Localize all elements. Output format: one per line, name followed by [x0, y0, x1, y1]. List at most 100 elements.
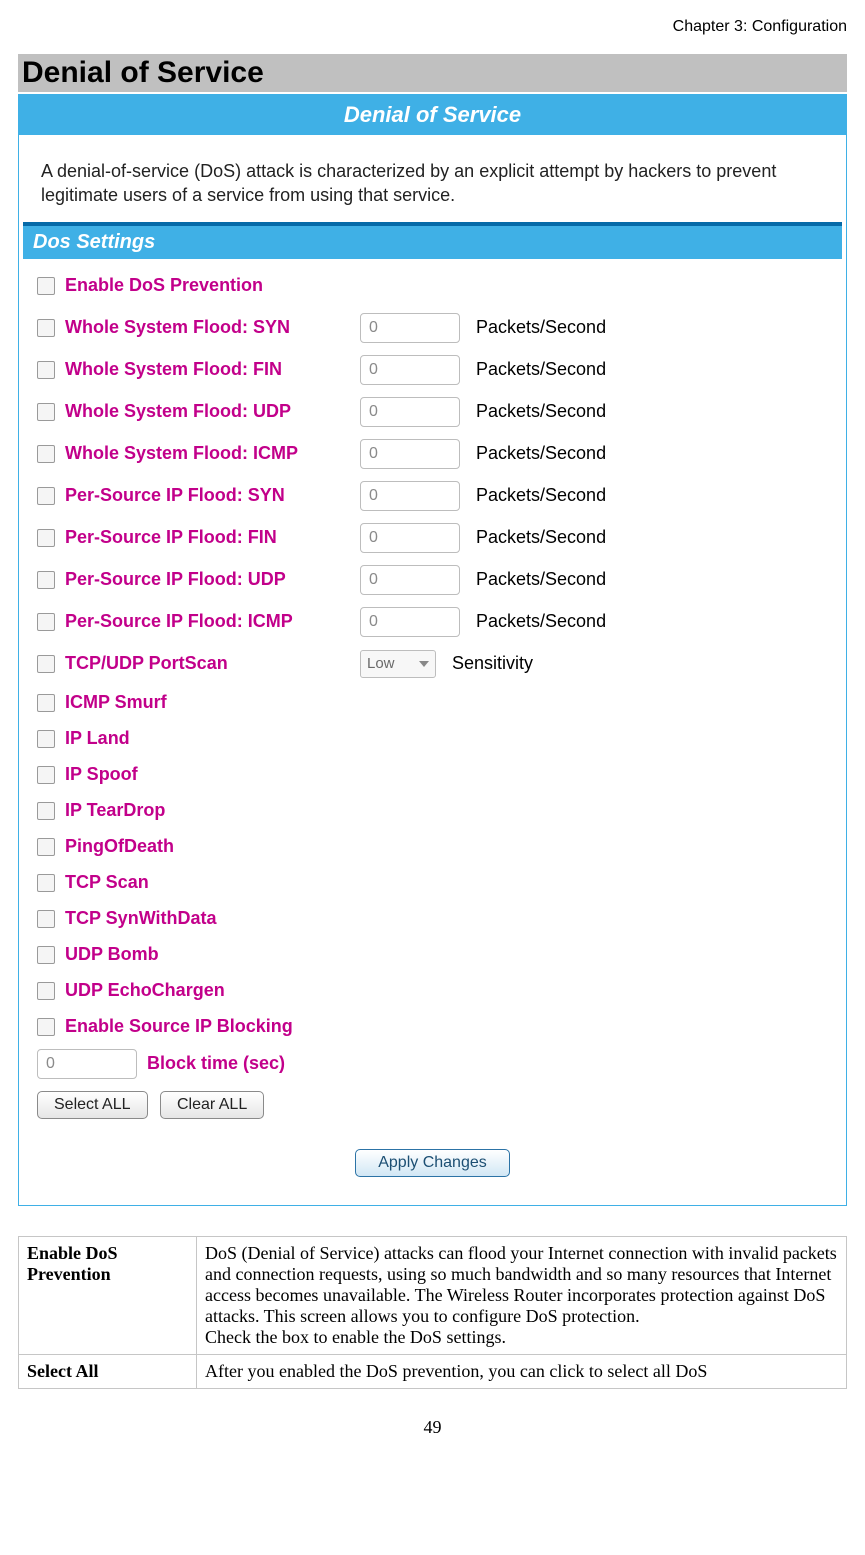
apply-row: Apply Changes: [19, 1129, 846, 1205]
unit-label: Packets/Second: [470, 401, 606, 422]
checkbox[interactable]: [37, 571, 55, 589]
option-label: IP TearDrop: [65, 800, 165, 821]
unit-label: Packets/Second: [470, 359, 606, 380]
value-input[interactable]: [360, 523, 460, 553]
sensitivity-select[interactable]: Low: [360, 650, 436, 678]
option-label: Whole System Flood: UDP: [65, 401, 350, 422]
checkbox[interactable]: [37, 529, 55, 547]
clear-all-button[interactable]: Clear ALL: [160, 1091, 264, 1119]
option-row: TCP Scan: [37, 865, 828, 901]
option-row: Enable DoS Prevention: [37, 265, 828, 307]
unit-label: Packets/Second: [470, 317, 606, 338]
description-table: Enable DoS Prevention DoS (Denial of Ser…: [18, 1236, 847, 1389]
option-row: Whole System Flood: ICMP Packets/Second: [37, 433, 828, 475]
checkbox[interactable]: [37, 910, 55, 928]
option-row: Enable Source IP Blocking: [37, 1009, 828, 1045]
option-label: PingOfDeath: [65, 836, 174, 857]
chapter-header: Chapter 3: Configuration: [18, 18, 847, 36]
sub-header: Dos Settings: [23, 226, 842, 259]
value-input[interactable]: [360, 439, 460, 469]
option-label: Per-Source IP Flood: ICMP: [65, 611, 350, 632]
select-all-button[interactable]: Select ALL: [37, 1091, 148, 1119]
value-input[interactable]: [360, 481, 460, 511]
value-input[interactable]: [360, 355, 460, 385]
checkbox[interactable]: [37, 277, 55, 295]
option-label: IP Spoof: [65, 764, 138, 785]
checkbox[interactable]: [37, 1018, 55, 1036]
checkbox[interactable]: [37, 361, 55, 379]
chevron-down-icon: [419, 661, 429, 667]
table-cell-right: DoS (Denial of Service) attacks can floo…: [197, 1236, 847, 1354]
option-label: Per-Source IP Flood: UDP: [65, 569, 350, 590]
checkbox[interactable]: [37, 445, 55, 463]
option-row: UDP EchoChargen: [37, 973, 828, 1009]
option-label: TCP Scan: [65, 872, 149, 893]
unit-label: Packets/Second: [470, 485, 606, 506]
checkbox[interactable]: [37, 694, 55, 712]
checkbox[interactable]: [37, 730, 55, 748]
block-time-row: Block time (sec): [37, 1045, 828, 1087]
value-input[interactable]: [360, 397, 460, 427]
option-label: ICMP Smurf: [65, 692, 167, 713]
unit-label: Sensitivity: [446, 653, 533, 674]
table-row: Select All After you enabled the DoS pre…: [19, 1354, 847, 1388]
settings-list: Enable DoS Prevention Whole System Flood…: [19, 259, 846, 1129]
table-row: Enable DoS Prevention DoS (Denial of Ser…: [19, 1236, 847, 1354]
option-label: IP Land: [65, 728, 130, 749]
option-row: IP TearDrop: [37, 793, 828, 829]
panel-banner: Denial of Service: [19, 95, 846, 135]
option-row: Per-Source IP Flood: UDP Packets/Second: [37, 559, 828, 601]
unit-label: Packets/Second: [470, 443, 606, 464]
checkbox[interactable]: [37, 613, 55, 631]
option-label: TCP/UDP PortScan: [65, 653, 350, 674]
option-label: Whole System Flood: FIN: [65, 359, 350, 380]
checkbox[interactable]: [37, 838, 55, 856]
option-label: Whole System Flood: ICMP: [65, 443, 350, 464]
option-label: UDP EchoChargen: [65, 980, 225, 1001]
checkbox[interactable]: [37, 766, 55, 784]
unit-label: Packets/Second: [470, 569, 606, 590]
checkbox[interactable]: [37, 319, 55, 337]
option-label: TCP SynWithData: [65, 908, 217, 929]
option-row: TCP SynWithData: [37, 901, 828, 937]
unit-label: Packets/Second: [470, 611, 606, 632]
option-label: Enable DoS Prevention: [65, 275, 263, 296]
option-label: Per-Source IP Flood: SYN: [65, 485, 350, 506]
option-label: UDP Bomb: [65, 944, 159, 965]
value-input[interactable]: [360, 607, 460, 637]
block-time-label: Block time (sec): [147, 1053, 285, 1074]
intro-text: A denial-of-service (DoS) attack is char…: [19, 135, 846, 222]
table-cell-left: Select All: [19, 1354, 197, 1388]
page-number: 49: [18, 1389, 847, 1438]
screenshot-panel: Denial of Service A denial-of-service (D…: [18, 94, 847, 1206]
checkbox[interactable]: [37, 802, 55, 820]
option-row: PingOfDeath: [37, 829, 828, 865]
option-row: IP Land: [37, 721, 828, 757]
checkbox[interactable]: [37, 655, 55, 673]
option-row: Whole System Flood: SYN Packets/Second: [37, 307, 828, 349]
table-cell-left: Enable DoS Prevention: [19, 1236, 197, 1354]
option-label: Per-Source IP Flood: FIN: [65, 527, 350, 548]
option-row: Per-Source IP Flood: FIN Packets/Second: [37, 517, 828, 559]
option-row: TCP/UDP PortScan Low Sensitivity: [37, 643, 828, 685]
checkbox[interactable]: [37, 403, 55, 421]
option-row: Per-Source IP Flood: SYN Packets/Second: [37, 475, 828, 517]
option-row: UDP Bomb: [37, 937, 828, 973]
option-row: IP Spoof: [37, 757, 828, 793]
block-time-input[interactable]: [37, 1049, 137, 1079]
option-row: ICMP Smurf: [37, 685, 828, 721]
table-cell-right: After you enabled the DoS prevention, yo…: [197, 1354, 847, 1388]
value-input[interactable]: [360, 565, 460, 595]
option-row: Per-Source IP Flood: ICMP Packets/Second: [37, 601, 828, 643]
checkbox[interactable]: [37, 874, 55, 892]
unit-label: Packets/Second: [470, 527, 606, 548]
checkbox[interactable]: [37, 946, 55, 964]
option-label: Whole System Flood: SYN: [65, 317, 350, 338]
checkbox[interactable]: [37, 487, 55, 505]
checkbox[interactable]: [37, 982, 55, 1000]
buttons-row: Select ALL Clear ALL: [37, 1087, 828, 1125]
section-title: Denial of Service: [18, 54, 847, 92]
option-row: Whole System Flood: UDP Packets/Second: [37, 391, 828, 433]
value-input[interactable]: [360, 313, 460, 343]
apply-changes-button[interactable]: Apply Changes: [355, 1149, 510, 1177]
